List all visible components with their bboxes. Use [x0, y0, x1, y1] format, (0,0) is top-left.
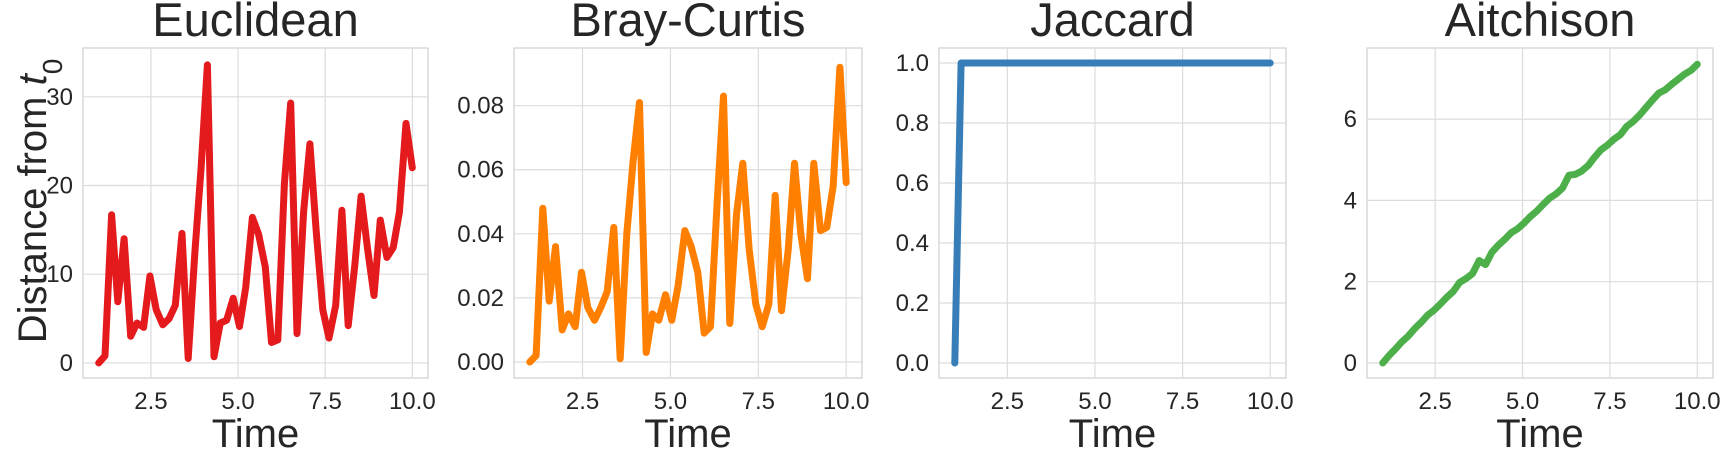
x-tick-label: 2.5: [1418, 388, 1451, 415]
plot-area: [938, 47, 1287, 379]
y-tick-label: 0.4: [896, 230, 929, 257]
y-tick-label: 0.2: [896, 290, 929, 317]
x-tick-label: 10.0: [1674, 388, 1721, 415]
x-axis-label: Time: [1069, 412, 1156, 456]
x-tick-label: 5.0: [654, 388, 687, 415]
chart-title: Euclidean: [152, 0, 358, 46]
x-axis-label: Time: [212, 412, 299, 456]
y-tick-label: 0: [60, 350, 73, 377]
chart-title: Jaccard: [1030, 0, 1195, 46]
y-axis-label-subscript: 0: [37, 59, 68, 75]
x-tick-label: 7.5: [1593, 388, 1626, 415]
chart-title: Aitchison: [1445, 0, 1636, 46]
y-axis-label-variable: t: [11, 72, 55, 85]
chart-panel-2: 2.5 5.0 7.5 10.0 0.00 0.02 0.04 0.06 0.08 Bray-Cu…: [457, 0, 869, 456]
y-tick-label: 0: [1344, 350, 1357, 377]
series-line: [526, 63, 850, 366]
x-tick-label: 7.5: [742, 388, 775, 415]
x-tick-label: 7.5: [309, 388, 342, 415]
x-tick-label: 5.0: [221, 388, 254, 415]
y-tick-label: 1.0: [896, 50, 929, 77]
y-tick-label: 0.0: [896, 350, 929, 377]
y-tick-label: 0.08: [457, 93, 504, 120]
x-tick-label: 10.0: [389, 388, 436, 415]
series-line: [95, 61, 416, 367]
y-tick-label: 20: [46, 173, 73, 200]
y-tick-label: 0.06: [457, 157, 504, 184]
x-tick-label: 7.5: [1166, 388, 1199, 415]
y-tick-label: 0.8: [896, 110, 929, 137]
y-axis-label-text: Distance from: [11, 85, 55, 343]
x-tick-label: 10.0: [1247, 388, 1294, 415]
series-line: [951, 59, 1274, 367]
y-tick-label: 10: [46, 261, 73, 288]
x-tick-label: 5.0: [1078, 388, 1111, 415]
y-tick-label: 6: [1344, 106, 1357, 133]
chart-panel-1: 2.5 5.0 7.5 10.0 0 10 20 30 Euclidean Time: [46, 0, 435, 456]
y-tick-label: 0.6: [896, 170, 929, 197]
y-tick-label: 0.02: [457, 285, 504, 312]
y-tick-label: 4: [1344, 187, 1357, 214]
x-axis-label: Time: [1496, 412, 1583, 456]
y-tick-label: 30: [46, 84, 73, 111]
y-tick-label: 0.00: [457, 349, 504, 376]
series-line: [1379, 60, 1701, 367]
x-tick-label: 10.0: [823, 388, 870, 415]
x-tick-label: 2.5: [134, 388, 167, 415]
y-tick-label: 2: [1344, 269, 1357, 296]
x-axis-label: Time: [644, 412, 731, 456]
chart-panel-4: 2.5 5.0 7.5 10.0 0 2 4 6 Aitchison Time: [1344, 0, 1721, 456]
x-tick-label: 2.5: [991, 388, 1024, 415]
y-tick-label: 0.04: [457, 221, 504, 248]
x-tick-label: 5.0: [1506, 388, 1539, 415]
y-axis-label: Distance from t0: [11, 59, 68, 344]
chart-title: Bray-Curtis: [570, 0, 805, 46]
chart-panel-3: 2.5 5.0 7.5 10.0 0.0 0.2 0.4 0.6 0.8 1.0 Jaccard Ti…: [896, 0, 1294, 456]
x-tick-label: 2.5: [566, 388, 599, 415]
